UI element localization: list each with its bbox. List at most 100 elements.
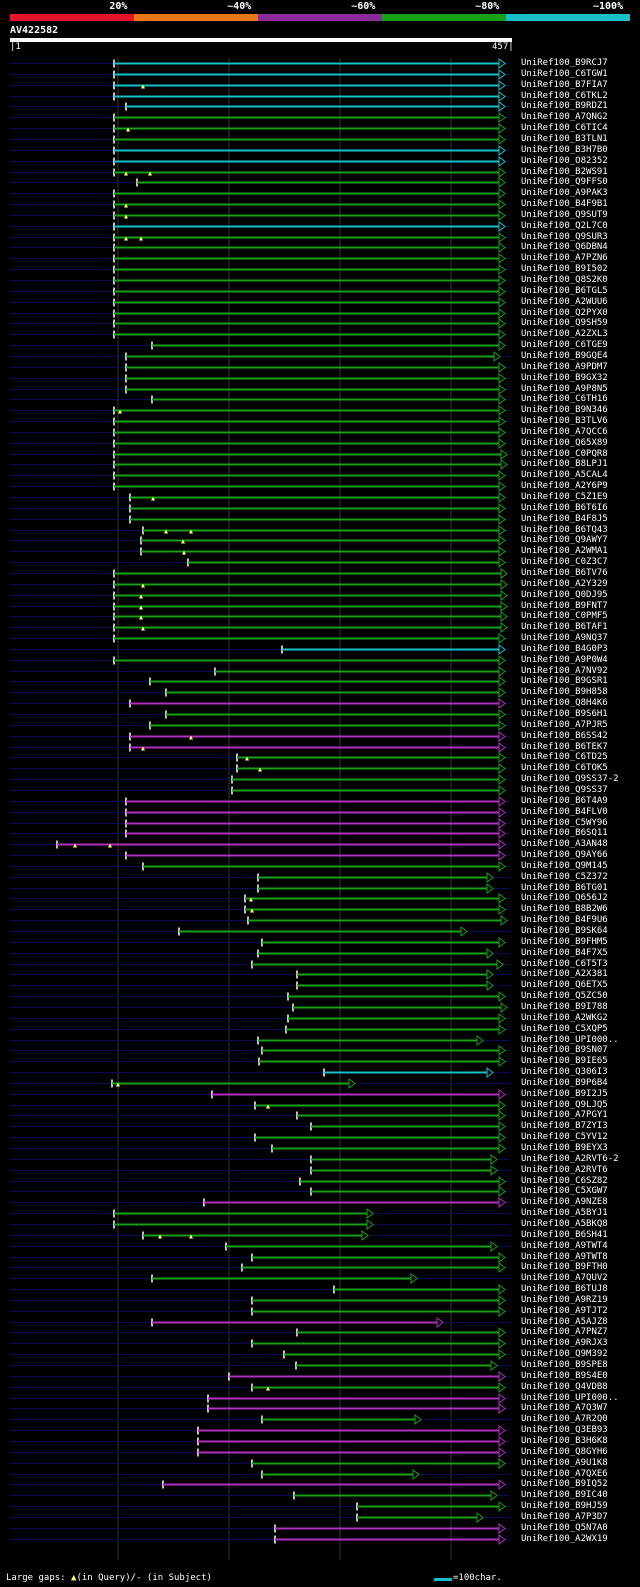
hit-label[interactable]: UniRef100_A3AN48 bbox=[521, 838, 608, 849]
hit-label[interactable]: UniRef100_B9I2J5 bbox=[521, 1088, 608, 1099]
hit-label[interactable]: UniRef100_B6TV76 bbox=[521, 567, 608, 578]
hit-label[interactable]: UniRef100_A2X381 bbox=[521, 968, 608, 979]
hit-label[interactable]: UniRef100_B4F9U6 bbox=[521, 914, 608, 925]
hit-label[interactable]: UniRef100_Q8GYH6 bbox=[521, 1446, 608, 1457]
hit-label[interactable]: UniRef100_C6TOK5 bbox=[521, 762, 608, 773]
hit-label[interactable]: UniRef100_B9SN07 bbox=[521, 1044, 608, 1055]
hit-label[interactable]: UniRef100_A2Y329 bbox=[521, 578, 608, 589]
hit-label[interactable]: UniRef100_B9GX32 bbox=[521, 372, 608, 383]
hit-label[interactable]: UniRef100_B4G0P3 bbox=[521, 643, 608, 654]
hit-label[interactable]: UniRef100_C6TGE9 bbox=[521, 339, 608, 350]
hit-label[interactable]: UniRef100_Q9FFS0 bbox=[521, 176, 608, 187]
hit-label[interactable]: UniRef100_A7PNZ7 bbox=[521, 1326, 608, 1337]
hit-label[interactable]: UniRef100_B8LPJ1 bbox=[521, 458, 608, 469]
hit-label[interactable]: UniRef100_O82352 bbox=[521, 155, 608, 166]
hit-label[interactable]: UniRef100_Q9AY66 bbox=[521, 849, 608, 860]
hit-label[interactable]: UniRef100_Q9SUR3 bbox=[521, 231, 608, 242]
hit-label[interactable]: UniRef100_B6SS42 bbox=[521, 730, 608, 741]
hit-label[interactable]: UniRef100_Q9SH59 bbox=[521, 317, 608, 328]
hit-label[interactable]: UniRef100_Q9M392 bbox=[521, 1348, 608, 1359]
hit-label[interactable]: UniRef100_B9HJ59 bbox=[521, 1500, 608, 1511]
hit-label[interactable]: UniRef100_Q3EB93 bbox=[521, 1424, 608, 1435]
hit-label[interactable]: UniRef100_A2WX19 bbox=[521, 1533, 608, 1544]
hit-label[interactable]: UniRef100_A9TJT2 bbox=[521, 1305, 608, 1316]
hit-label[interactable]: UniRef100_A9PAK3 bbox=[521, 187, 608, 198]
hit-label[interactable]: UniRef100_A7Q3W7 bbox=[521, 1402, 608, 1413]
hit-label[interactable]: UniRef100_A9PDM7 bbox=[521, 361, 608, 372]
hit-label[interactable]: UniRef100_Q8S2K0 bbox=[521, 274, 608, 285]
hit-label[interactable]: UniRef100_B6TEK7 bbox=[521, 741, 608, 752]
hit-label[interactable]: UniRef100_Q0DJ95 bbox=[521, 589, 608, 600]
hit-label[interactable]: UniRef100_A5BKQ8 bbox=[521, 1218, 608, 1229]
hit-label[interactable]: UniRef100_A9RZ19 bbox=[521, 1294, 608, 1305]
hit-label[interactable]: UniRef100_B9IQ52 bbox=[521, 1478, 608, 1489]
hit-label[interactable]: UniRef100_A7QXE6 bbox=[521, 1468, 608, 1479]
hit-label[interactable]: UniRef100_Q8H4K6 bbox=[521, 697, 608, 708]
hit-label[interactable]: UniRef100_A7PZN6 bbox=[521, 252, 608, 263]
hit-label[interactable]: UniRef100_B9GQE4 bbox=[521, 350, 608, 361]
hit-label[interactable]: UniRef100_B2WS91 bbox=[521, 166, 608, 177]
hit-label[interactable]: UniRef100_B9RDZ1 bbox=[521, 100, 608, 111]
hit-label[interactable]: UniRef100_B9GSR1 bbox=[521, 675, 608, 686]
hit-label[interactable]: UniRef100_A2WKG2 bbox=[521, 1012, 608, 1023]
hit-label[interactable]: UniRef100_B9N346 bbox=[521, 404, 608, 415]
hit-label[interactable]: UniRef100_A9P0W4 bbox=[521, 654, 608, 665]
hit-label[interactable]: UniRef100_A9NZE8 bbox=[521, 1196, 608, 1207]
hit-label[interactable]: UniRef100_C6TD25 bbox=[521, 751, 608, 762]
hit-label[interactable]: UniRef100_B9RCJ7 bbox=[521, 57, 608, 68]
hit-label[interactable]: UniRef100_B9SPE8 bbox=[521, 1359, 608, 1370]
hit-label[interactable]: UniRef100_A7QNG2 bbox=[521, 111, 608, 122]
hit-label[interactable]: UniRef100_C6TH16 bbox=[521, 393, 608, 404]
hit-label[interactable]: UniRef100_B6SQ11 bbox=[521, 827, 608, 838]
hit-label[interactable]: UniRef100_C5WY96 bbox=[521, 817, 608, 828]
hit-label[interactable]: UniRef100_Q4VDB8 bbox=[521, 1381, 608, 1392]
hit-label[interactable]: UniRef100_B7ZYI3 bbox=[521, 1120, 608, 1131]
hit-label[interactable]: UniRef100_C5Z1E9 bbox=[521, 491, 608, 502]
hit-label[interactable]: UniRef100_B9H858 bbox=[521, 686, 608, 697]
hit-label[interactable]: UniRef100_B9I788 bbox=[521, 1001, 608, 1012]
hit-label[interactable]: UniRef100_A9U1K8 bbox=[521, 1457, 608, 1468]
hit-label[interactable]: UniRef100_Q9SUT9 bbox=[521, 209, 608, 220]
hit-label[interactable]: UniRef100_C5XQP5 bbox=[521, 1023, 608, 1034]
hit-label[interactable]: UniRef100_B6T6I6 bbox=[521, 502, 608, 513]
hit-label[interactable]: UniRef100_B9S6H1 bbox=[521, 708, 608, 719]
hit-label[interactable]: UniRef100_A2WUU6 bbox=[521, 296, 608, 307]
hit-label[interactable]: UniRef100_A9NQ37 bbox=[521, 632, 608, 643]
hit-label[interactable]: UniRef100_B9IE65 bbox=[521, 1055, 608, 1066]
hit-label[interactable]: UniRef100_C6T5T3 bbox=[521, 958, 608, 969]
hit-label[interactable]: UniRef100_B3H7B0 bbox=[521, 144, 608, 155]
hit-label[interactable]: UniRef100_A9TWT8 bbox=[521, 1251, 608, 1262]
hit-label[interactable]: UniRef100_A5AJZ8 bbox=[521, 1316, 608, 1327]
hit-label[interactable]: UniRef100_Q9AWY7 bbox=[521, 534, 608, 545]
hit-label[interactable]: UniRef100_B4F8J5 bbox=[521, 513, 608, 524]
hit-label[interactable]: UniRef100_A2ZXL3 bbox=[521, 328, 608, 339]
hit-label[interactable]: UniRef100_A7PJR5 bbox=[521, 719, 608, 730]
hit-label[interactable]: UniRef100_C5YV12 bbox=[521, 1131, 608, 1142]
hit-label[interactable]: UniRef100_B8B2W6 bbox=[521, 903, 608, 914]
hit-label[interactable]: UniRef100_C6TKL2 bbox=[521, 90, 608, 101]
hit-label[interactable]: UniRef100_Q6ETX5 bbox=[521, 979, 608, 990]
hit-label[interactable]: UniRef100_A7P3D7 bbox=[521, 1511, 608, 1522]
hit-label[interactable]: UniRef100_B6TG01 bbox=[521, 882, 608, 893]
hit-label[interactable]: UniRef100_B6TAF1 bbox=[521, 621, 608, 632]
hit-label[interactable]: UniRef100_A9P8N5 bbox=[521, 383, 608, 394]
hit-label[interactable]: UniRef100_C0PQR8 bbox=[521, 448, 608, 459]
hit-label[interactable]: UniRef100_Q5N7A0 bbox=[521, 1522, 608, 1533]
hit-label[interactable]: UniRef100_B9FTH0 bbox=[521, 1261, 608, 1272]
hit-label[interactable]: UniRef100_Q5ZC50 bbox=[521, 990, 608, 1001]
hit-label[interactable]: UniRef100_Q9SS37 bbox=[521, 784, 608, 795]
hit-label[interactable]: UniRef100_A7QUV2 bbox=[521, 1272, 608, 1283]
hit-label[interactable]: UniRef100_A5BYJ1 bbox=[521, 1207, 608, 1218]
hit-label[interactable]: UniRef100_Q306I3 bbox=[521, 1066, 608, 1077]
hit-label[interactable]: UniRef100_Q2L7C0 bbox=[521, 220, 608, 231]
hit-label[interactable]: UniRef100_A5CAL4 bbox=[521, 469, 608, 480]
hit-label[interactable]: UniRef100_B9SK64 bbox=[521, 925, 608, 936]
hit-label[interactable]: UniRef100_UPI000.. bbox=[521, 1034, 619, 1045]
hit-label[interactable]: UniRef100_C0PMF5 bbox=[521, 610, 608, 621]
hit-label[interactable]: UniRef100_Q656J2 bbox=[521, 892, 608, 903]
hit-label[interactable]: UniRef100_A7QCC6 bbox=[521, 426, 608, 437]
hit-label[interactable]: UniRef100_C5Z372 bbox=[521, 871, 608, 882]
hit-label[interactable]: UniRef100_B9S4E0 bbox=[521, 1370, 608, 1381]
hit-label[interactable]: UniRef100_A7R2Q0 bbox=[521, 1413, 608, 1424]
hit-label[interactable]: UniRef100_Q9M145 bbox=[521, 860, 608, 871]
